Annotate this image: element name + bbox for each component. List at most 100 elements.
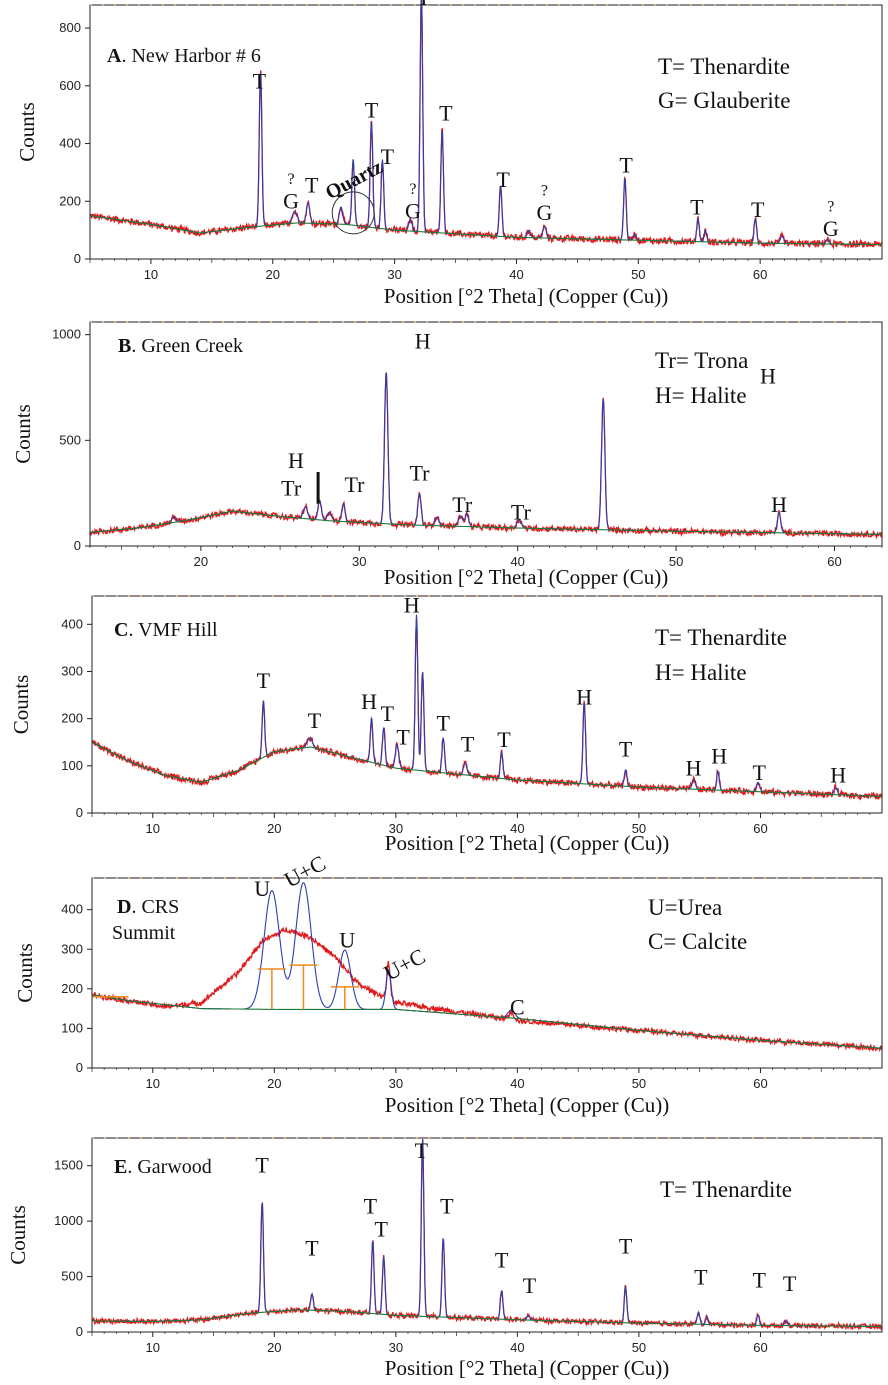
peak-label: H — [711, 743, 727, 768]
panel-name: . CRS — [131, 896, 179, 918]
x-axis-label: Position [°2 Theta] (Copper (Cu)) — [385, 1093, 669, 1117]
peak-label: ? — [287, 171, 294, 188]
panel-name-line2: Summit — [112, 922, 176, 944]
x-tick-label: 10 — [144, 267, 158, 282]
background-line-d — [92, 995, 882, 1048]
peak-label: G — [537, 200, 553, 225]
x-tick-label: 30 — [389, 1076, 403, 1091]
panel-title: B. Green Creek — [118, 335, 243, 357]
y-tick-label: 0 — [74, 538, 81, 553]
peak-label: U — [339, 927, 355, 952]
y-tick-label: 0 — [74, 251, 81, 266]
legend-entry: T= Thenardite — [655, 625, 787, 650]
x-tick-label: 50 — [669, 554, 683, 569]
panel-title: A. New Harbor # 6 — [107, 45, 261, 67]
peak-label: T — [690, 194, 704, 219]
y-tick-label: 300 — [61, 941, 83, 956]
y-tick-label: 400 — [61, 902, 83, 917]
peak-label: G — [283, 188, 299, 213]
peak-label: Tr — [511, 500, 532, 525]
panel-e: 10 20 30 40 50 60 0 500 1000 1500 Position [°2 The… — [6, 1138, 882, 1380]
peak-label: H — [404, 593, 420, 618]
y-tick-label: 200 — [59, 193, 81, 208]
y-tick-label: 800 — [59, 20, 81, 35]
peak-label: T — [461, 732, 475, 757]
x-tick-label: 40 — [510, 1076, 524, 1091]
x-axis-label: Position [°2 Theta] (Copper (Cu)) — [384, 565, 668, 589]
fitted-pattern-b — [90, 373, 882, 534]
plot-area-d — [92, 883, 882, 1051]
peak-label: T — [753, 760, 767, 785]
panel-letter: E — [114, 1156, 127, 1178]
peak-label: T — [305, 173, 319, 198]
peak-label: T — [381, 144, 395, 169]
y-tick-label: 0 — [76, 805, 83, 820]
peak-label: T — [751, 197, 765, 222]
x-tick-label: 60 — [753, 1076, 767, 1091]
panel-letter: D — [117, 896, 131, 918]
legend-entry: C= Calcite — [648, 929, 747, 954]
legend-entry: G= Glauberite — [658, 88, 790, 113]
y-tick-label: 200 — [61, 981, 83, 996]
x-tick-label: 20 — [267, 821, 281, 836]
peak-label: T — [253, 69, 267, 94]
y-tick-label: 200 — [61, 711, 83, 726]
peak-label: T — [694, 1264, 708, 1289]
panel-title: D. CRS — [117, 896, 179, 918]
panel-letter: A — [107, 45, 122, 67]
peak-label: T — [439, 100, 453, 125]
peak-label: T — [496, 167, 510, 192]
peak-label: H — [830, 762, 846, 787]
x-tick-label: 60 — [827, 554, 841, 569]
panel-b: 20 30 40 50 6005001000Position [°2 Theta] (C… — [11, 322, 882, 589]
peak-label: T — [619, 1233, 633, 1258]
peak-label: T — [437, 710, 451, 735]
peak-label: G — [405, 199, 421, 224]
measured-pattern-b — [90, 372, 882, 537]
x-tick-label: 30 — [387, 267, 401, 282]
peak-label: ? — [827, 198, 834, 215]
panel-name: . New Harbor # 6 — [121, 45, 260, 67]
peak-label: T — [497, 727, 511, 752]
peak-label: Tr — [452, 492, 473, 517]
panel-title: E. Garwood — [114, 1156, 212, 1178]
x-tick-label: 10 — [146, 821, 160, 836]
y-tick-label: 1500 — [54, 1158, 83, 1173]
x-tick-label: 30 — [352, 554, 366, 569]
panel-name: . Green Creek — [131, 335, 243, 357]
peak-label: T — [375, 1217, 389, 1242]
x-tick-label: 10 — [146, 1340, 160, 1355]
y-tick-label: 300 — [61, 663, 83, 678]
x-tick-label: 50 — [632, 1076, 646, 1091]
peak-label: H — [361, 689, 377, 714]
legend-entry: T= Thenardite — [660, 1177, 792, 1202]
y-tick-label: 400 — [61, 616, 83, 631]
panel-d: 10 20 30 40 50 600100200300400Position [°2 Th… — [13, 850, 882, 1117]
y-axis-label: Counts — [11, 404, 35, 464]
peak-label: T — [440, 1193, 454, 1218]
y-axis-label: Counts — [9, 675, 33, 735]
panel-letter: C — [114, 619, 128, 641]
panel-letter: B — [118, 335, 131, 357]
peak-label: T — [257, 668, 271, 693]
y-tick-label: 500 — [59, 432, 81, 447]
x-tick-label: 60 — [753, 1340, 767, 1355]
y-tick-label: 600 — [59, 78, 81, 93]
peak-label: T — [396, 725, 410, 750]
peak-label: T — [783, 1271, 797, 1296]
peak-label: T — [305, 1236, 319, 1261]
y-axis-label: Counts — [6, 1205, 30, 1265]
peak-label: T — [523, 1273, 537, 1298]
peak-label: U — [254, 876, 270, 901]
y-axis-label: Counts — [13, 943, 37, 1003]
peak-label: ? — [541, 183, 548, 200]
x-axis-label: Position [°2 Theta] (Copper (Cu)) — [385, 831, 669, 855]
x-tick-label: 40 — [509, 267, 523, 282]
y-tick-label: 1000 — [54, 1213, 83, 1228]
peak-label: Tr — [409, 460, 430, 485]
peak-label: T — [753, 1268, 767, 1293]
plot-area-b — [90, 372, 882, 537]
peak-label: C — [510, 995, 525, 1020]
legend-entry: U=Urea — [648, 895, 722, 920]
